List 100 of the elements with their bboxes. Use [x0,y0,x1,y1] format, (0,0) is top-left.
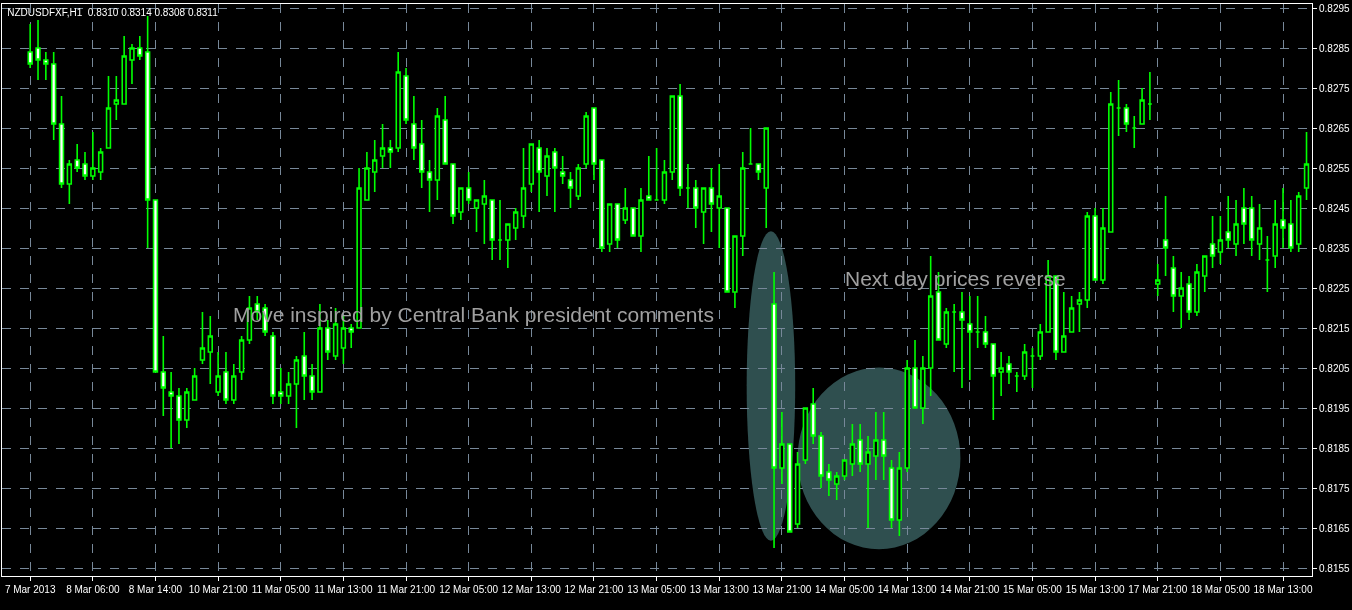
x-tick-label: 12 Mar 21:00 [564,584,624,595]
candlestick [1076,291,1083,333]
candlestick [1021,343,1028,381]
candlestick [1014,371,1020,393]
candlestick [865,435,871,529]
chart-title: NZDUSDFXF,H1 0.8310 0.8314 0.8308 0.8311 [7,7,219,19]
candlestick [614,203,621,249]
candlestick [1037,323,1044,361]
candlestick [293,355,300,429]
candlestick [638,187,644,253]
candlestick [43,51,49,81]
x-tick-label: 13 Mar 05:00 [627,584,687,595]
y-tick-label: 0.8245 [1319,202,1351,214]
candlestick [1108,91,1114,233]
x-tick-label: 10 Mar 21:00 [188,584,249,595]
candlestick [395,51,401,153]
candlestick [1225,195,1231,249]
x-tick-label: 15 Mar 13:00 [1065,584,1125,595]
y-tick-label: 0.8285 [1319,42,1351,54]
candlestick [1100,207,1106,285]
candlestick [606,203,613,253]
candlestick [967,295,973,381]
candlestick [740,151,746,257]
x-tick-label: 8 Mar 14:00 [128,584,183,595]
candlestick [58,95,65,189]
y-tick-label: 0.8155 [1319,562,1351,574]
candlestick [199,311,206,365]
x-tick-label: 13 Mar 21:00 [752,584,812,595]
candlestick [35,19,41,81]
candlestick [779,411,785,485]
candlestick [520,147,527,229]
x-tick-label: 11 Mar 13:00 [314,584,373,595]
candlestick [912,339,918,409]
candlestick [176,387,182,445]
candlestick [379,123,386,169]
candlestick [693,179,699,229]
x-tick-label: 11 Mar 21:00 [376,584,436,595]
candlestick [685,163,691,209]
candlestick [1123,103,1130,133]
y-tick-label: 0.8275 [1319,82,1351,94]
candlestick [309,363,315,401]
candlestick [841,459,848,481]
candlestick [223,351,229,405]
candlestick [1256,203,1263,261]
candlestick [599,159,605,253]
candlestick [301,331,307,401]
y-tick-label: 0.8165 [1319,522,1351,534]
candlestick [129,43,135,85]
candlestick [927,255,934,397]
candlestick [1186,275,1192,321]
candlestick [481,179,488,245]
candlestick [661,159,668,205]
candlestick [1061,291,1067,353]
candlestick [1139,87,1145,125]
candlestick [497,199,503,261]
x-tick-label: 12 Mar 05:00 [439,584,499,595]
candlestick [50,51,57,141]
candlestick [1068,295,1075,333]
x-tick-label: 14 Mar 13:00 [877,584,938,595]
candlestick [105,75,112,149]
candlestick [653,147,660,201]
candlestick [857,423,863,473]
candlestick [1092,207,1098,281]
x-tick-label: 7 Mar 2013 [4,584,56,595]
candlestick [880,411,887,481]
candlestick [1202,255,1208,293]
candlestick [943,307,950,349]
candlestick [536,139,542,213]
candlestick [630,207,636,237]
candlestick [544,147,550,197]
x-tick-label: 8 Mar 06:00 [66,584,120,595]
candlestick [787,443,793,533]
candlestick [1288,199,1294,253]
candlestick [959,291,965,389]
candlestick [1084,211,1090,309]
candlestick [152,199,159,373]
candlestick [1295,191,1302,253]
x-tick-label: 15 Mar 05:00 [1002,584,1063,595]
candlestick [1209,215,1216,269]
candlestick [873,411,879,481]
candlestick [1194,263,1200,317]
candlestick [920,355,926,425]
y-tick-label: 0.8295 [1319,2,1351,14]
candlestick [904,359,910,473]
candlestick [528,143,535,193]
candlestick [231,363,237,405]
candlestick [724,207,730,293]
y-tick-label: 0.8255 [1319,162,1351,174]
candlestick [191,367,198,401]
candlestick [1147,71,1153,121]
candlestick [137,35,143,61]
candlestick [818,431,824,489]
candlestick [1178,271,1184,329]
y-tick-label: 0.8205 [1319,362,1351,374]
candlestick [849,423,856,477]
candlestick [716,163,722,249]
candlestick [747,127,754,165]
candlestick [144,15,151,249]
candlestick [575,163,582,201]
candlestick [168,371,174,449]
